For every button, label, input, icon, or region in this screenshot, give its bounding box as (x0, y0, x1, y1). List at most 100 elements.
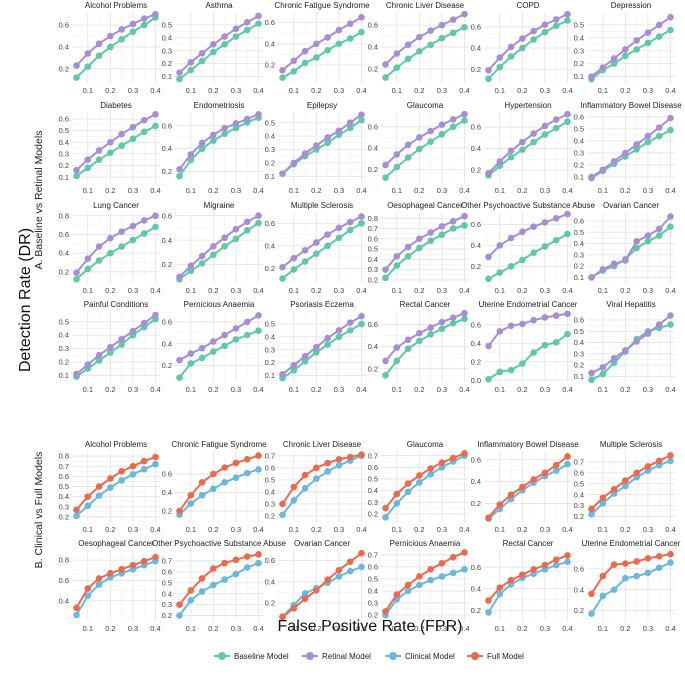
y-tick-label: 0.6 (162, 121, 172, 130)
subplot-panel: 0.1 0.2 0.3 0.4 0.1 0.2 0.3 0.4 0.5 0.6 Ovarian Ca… (574, 201, 676, 295)
y-tick-label: 0.2 (162, 59, 172, 68)
subplot-panel: 0.1 0.2 0.3 0.4 0.2 0.4 0.6 Uterine Endometrial… (574, 539, 681, 633)
data-point (541, 131, 549, 138)
data-point (552, 16, 560, 23)
subplot-title: COPD (516, 1, 539, 10)
data-point (667, 312, 674, 319)
data-point (84, 592, 92, 599)
data-point (588, 610, 595, 617)
x-tick-label: 0.2 (414, 385, 424, 394)
data-point (393, 490, 401, 498)
y-tick-label: 0.4 (59, 43, 69, 52)
data-point (485, 275, 492, 283)
data-point (449, 319, 457, 327)
data-point (461, 222, 468, 229)
y-tick-label: 0.2 (59, 513, 69, 522)
data-point (416, 329, 423, 337)
data-point (176, 507, 183, 515)
subplot-panel: 0.1 0.2 0.3 0.4 0.1 0.2 0.3 0.4 0.5 Painful Condi… (59, 300, 161, 394)
subplot-title: Other Psychoactive Substance Abuse (461, 201, 595, 210)
x-tick-label: 0.3 (643, 186, 653, 195)
y-tick-label: 0.2 (471, 606, 481, 615)
data-point (335, 127, 343, 135)
y-tick-label: 0.4 (471, 477, 481, 486)
data-point (427, 324, 434, 331)
data-point (290, 254, 298, 262)
y-tick-label: 0.2 (471, 357, 481, 366)
data-point (198, 57, 206, 65)
data-point (667, 457, 674, 465)
data-point (552, 22, 560, 30)
subplot-title: Chronic Fatigue Syndrome (171, 440, 267, 449)
x-tick-label: 0.4 (356, 385, 366, 394)
data-point (552, 461, 560, 469)
x-tick-label: 0.2 (517, 286, 527, 295)
data-point (152, 460, 159, 468)
data-point (187, 59, 195, 66)
y-tick-label: 0.2 (265, 159, 275, 168)
data-point (243, 331, 251, 339)
data-point (129, 471, 137, 478)
data-point (496, 327, 504, 335)
data-point (301, 590, 309, 597)
data-point (404, 345, 412, 353)
y-tick-label: 0.2 (59, 358, 69, 367)
legend: Baseline Model Retinal Model Clinical Mode… (214, 652, 524, 661)
data-point (129, 123, 137, 131)
data-point (393, 64, 401, 72)
data-point (449, 553, 457, 561)
x-tick-label: 0.1 (289, 286, 299, 295)
data-point (393, 500, 401, 507)
data-point (346, 226, 354, 234)
data-point (633, 558, 640, 565)
data-point (243, 19, 251, 26)
x-tick-label: 0.1 (186, 186, 196, 195)
x-tick-label: 0.2 (414, 186, 424, 195)
data-point (438, 223, 446, 230)
data-point (564, 460, 571, 468)
data-point (176, 75, 183, 83)
data-point (507, 53, 515, 60)
subplot-title: Viral Hepatitis (606, 300, 655, 309)
data-point (232, 225, 240, 233)
subplot-panel: 0.1 0.2 0.3 0.4 0.2 0.3 0.4 0.5 0.6 0.7 Glaucoma (368, 440, 470, 534)
data-point (140, 319, 148, 327)
y-tick-label: 0.1 (59, 173, 69, 182)
data-point (427, 41, 434, 49)
data-point (496, 63, 504, 71)
subplot-panel: 0.1 0.2 0.3 0.4 0.2 0.4 0.6 Pernicious Anaemia (162, 300, 264, 394)
series-line (384, 224, 465, 279)
y-tick-label: 0.6 (471, 22, 481, 31)
data-point (346, 124, 354, 132)
y-tick-label: 0.6 (265, 18, 275, 27)
data-point (95, 147, 103, 154)
y-tick-label: 0.2 (265, 61, 275, 70)
y-tick-label: 0.4 (471, 339, 481, 348)
data-point (449, 225, 457, 232)
data-point (655, 33, 663, 40)
x-tick-label: 0.4 (665, 86, 675, 95)
y-tick-label: 0.2 (162, 611, 172, 620)
x-tick-label: 0.3 (643, 86, 653, 95)
data-point (519, 228, 526, 236)
data-point (588, 73, 595, 80)
y-tick-label: 0.6 (471, 123, 481, 132)
x-tick-label: 0.1 (289, 86, 299, 95)
data-point (290, 497, 298, 504)
y-tick-label: 0.4 (265, 488, 275, 497)
data-point (107, 149, 114, 157)
y-tick-label: 0.4 (59, 138, 69, 147)
data-point (221, 130, 228, 138)
subplot-panel: 0.1 0.2 0.3 0.4 0.2 0.3 0.4 0.5 0.60.7 Multiple S… (574, 440, 676, 534)
legend-item: Clinical Model (385, 652, 455, 661)
data-point (507, 491, 515, 498)
y-tick-label: 0.2 (471, 166, 481, 175)
data-point (404, 252, 412, 260)
data-point (382, 174, 389, 182)
x-tick-label: 0.2 (105, 525, 115, 534)
y-tick-label: 0.4 (59, 249, 69, 258)
data-point (129, 327, 137, 335)
data-point (176, 69, 183, 76)
data-point (221, 342, 228, 350)
data-point (622, 46, 629, 53)
